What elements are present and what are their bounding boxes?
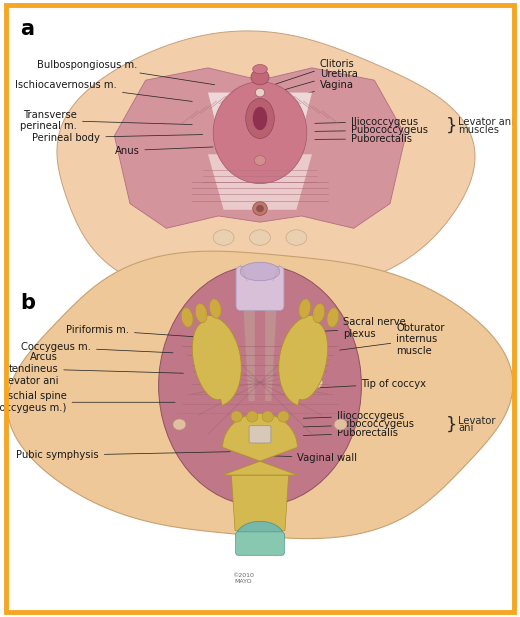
Text: Clitoris: Clitoris <box>275 59 355 85</box>
Polygon shape <box>231 475 289 531</box>
Polygon shape <box>57 31 475 297</box>
Polygon shape <box>192 315 241 405</box>
Ellipse shape <box>236 521 284 552</box>
Text: muscles: muscles <box>458 125 499 135</box>
Ellipse shape <box>278 411 289 422</box>
Ellipse shape <box>173 419 186 430</box>
Ellipse shape <box>327 308 339 327</box>
Text: Obturator
internus
muscle: Obturator internus muscle <box>340 323 445 356</box>
Ellipse shape <box>254 155 266 165</box>
Text: ©2010
MAYO: ©2010 MAYO <box>232 573 254 584</box>
Ellipse shape <box>240 262 280 281</box>
Ellipse shape <box>334 419 347 430</box>
Circle shape <box>159 265 361 506</box>
Text: Urethra: Urethra <box>273 69 358 93</box>
Text: Puborectalis: Puborectalis <box>315 134 412 144</box>
Ellipse shape <box>255 88 265 97</box>
Ellipse shape <box>231 411 242 422</box>
Ellipse shape <box>195 304 207 323</box>
Text: Pubococcygeus: Pubococcygeus <box>303 420 414 429</box>
Text: Tip of coccyx: Tip of coccyx <box>304 379 426 389</box>
Polygon shape <box>223 413 297 475</box>
Ellipse shape <box>299 299 310 318</box>
Text: ani: ani <box>458 423 474 433</box>
Text: Iliococcygeus: Iliococcygeus <box>303 411 404 421</box>
Text: Ischiocavernosus m.: Ischiocavernosus m. <box>15 80 192 101</box>
Ellipse shape <box>313 304 325 323</box>
Text: Iliococcygeus: Iliococcygeus <box>315 117 418 126</box>
Text: b: b <box>20 293 35 313</box>
Text: Vaginal wall: Vaginal wall <box>260 453 357 463</box>
Text: Pubic symphysis: Pubic symphysis <box>16 450 230 460</box>
Text: Piriformis m.: Piriformis m. <box>66 325 203 337</box>
Text: Arcus
tendineus
levator ani: Arcus tendineus levator ani <box>5 352 184 386</box>
Text: }: } <box>446 117 458 135</box>
Text: Bulbospongiosus m.: Bulbospongiosus m. <box>37 60 215 85</box>
Ellipse shape <box>181 308 193 327</box>
Ellipse shape <box>307 376 322 389</box>
Polygon shape <box>265 305 277 401</box>
Text: Levator: Levator <box>458 416 496 426</box>
Polygon shape <box>279 315 328 405</box>
Ellipse shape <box>246 99 275 139</box>
Ellipse shape <box>213 81 307 184</box>
Text: }: } <box>446 415 458 434</box>
FancyBboxPatch shape <box>236 267 284 310</box>
Text: Anus: Anus <box>114 146 213 155</box>
Text: Perineal body: Perineal body <box>32 133 203 143</box>
Polygon shape <box>208 93 312 154</box>
Text: Transverse
perineal m.: Transverse perineal m. <box>20 109 192 131</box>
Ellipse shape <box>250 230 270 245</box>
Ellipse shape <box>246 411 258 422</box>
Text: Puborectalis: Puborectalis <box>303 428 398 438</box>
Ellipse shape <box>256 205 264 212</box>
Text: Levator ani: Levator ani <box>458 117 514 127</box>
Ellipse shape <box>210 299 221 318</box>
Ellipse shape <box>253 65 267 74</box>
FancyBboxPatch shape <box>249 426 271 443</box>
Text: Sacral nerve
plexus: Sacral nerve plexus <box>293 317 406 339</box>
Ellipse shape <box>286 230 307 245</box>
Text: Vagina: Vagina <box>273 80 354 103</box>
Text: Ischial spine
(under iliococcygeus m.): Ischial spine (under iliococcygeus m.) <box>0 391 175 413</box>
FancyBboxPatch shape <box>236 532 284 555</box>
Ellipse shape <box>253 107 267 130</box>
Polygon shape <box>7 251 513 539</box>
Text: Coccygeus m.: Coccygeus m. <box>21 342 173 353</box>
Ellipse shape <box>251 70 269 85</box>
Polygon shape <box>243 305 255 401</box>
Text: a: a <box>20 19 34 38</box>
Text: Pubococcygeus: Pubococcygeus <box>315 125 428 135</box>
Ellipse shape <box>253 202 267 215</box>
Ellipse shape <box>262 411 274 422</box>
Ellipse shape <box>213 230 234 245</box>
Polygon shape <box>208 154 312 210</box>
Polygon shape <box>114 68 406 228</box>
